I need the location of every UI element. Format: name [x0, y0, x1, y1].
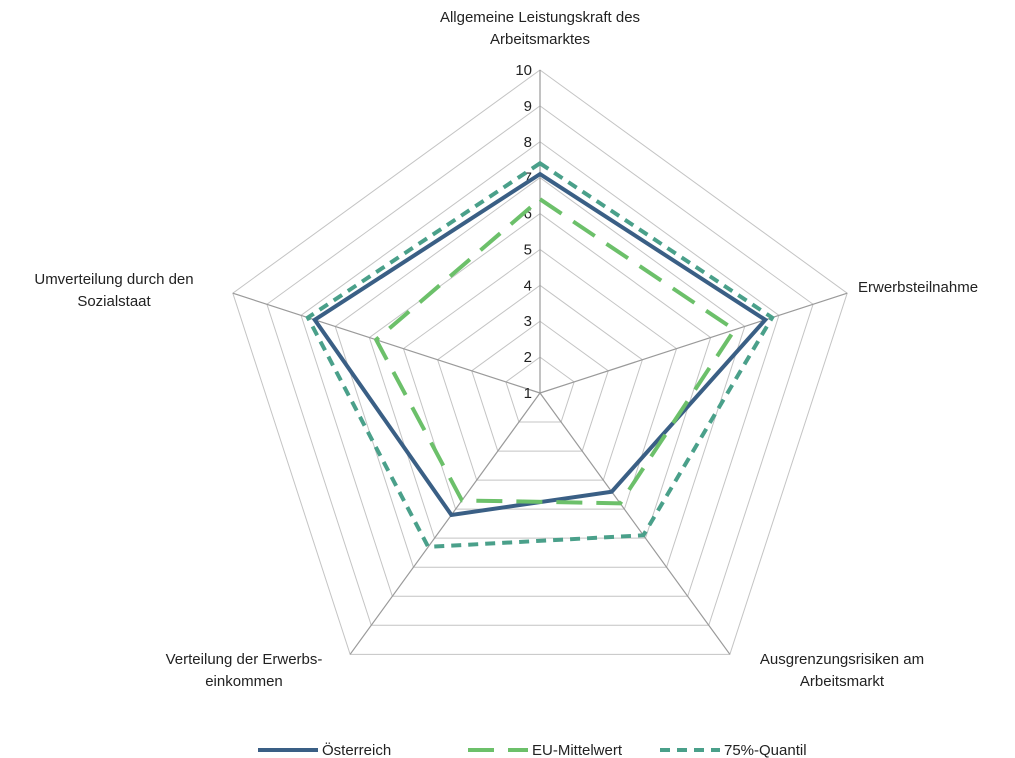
series-line-1	[373, 196, 738, 506]
grid-ring-2	[505, 356, 575, 423]
radar-spokes	[232, 70, 848, 655]
grid-ring-4	[437, 284, 643, 481]
radial-tick-labels: 1 2 3 4 5 6 7 8 9 10	[515, 62, 532, 402]
legend-label: EU-Mittelwert	[532, 742, 623, 758]
axis-label: Sozialstaat	[77, 293, 151, 310]
tick-label: 3	[524, 313, 532, 330]
tick-label: 9	[524, 98, 532, 115]
axis-labels: Allgemeine Leistungskraft des Arbeitsmark…	[34, 9, 978, 690]
grid-ring-3	[471, 320, 609, 452]
grid-ring-7	[334, 177, 746, 568]
legend-label: Österreich	[322, 741, 391, 758]
axis-label: Arbeitsmarktes	[490, 31, 590, 48]
axis-label: Arbeitsmarkt	[800, 673, 885, 690]
tick-label: 5	[524, 241, 532, 258]
axis-label: Verteilung der Erwerbs-	[166, 651, 323, 668]
spoke-1	[539, 292, 848, 394]
tick-label: 4	[524, 277, 532, 294]
axis-label: Allgemeine Leistungskraft des	[440, 9, 640, 26]
axis-label: Ausgrenzungsrisiken am	[760, 651, 924, 668]
grid-ring-9	[266, 105, 814, 626]
axis-label: einkommen	[205, 673, 283, 690]
tick-label: 10	[515, 62, 532, 79]
spoke-2	[539, 392, 731, 655]
legend-label: 75%-Quantil	[724, 742, 807, 758]
axis-label: Erwerbsteilnahme	[858, 279, 978, 296]
grid-ring-8	[300, 141, 780, 597]
grid-ring-5	[402, 248, 678, 510]
tick-label: 2	[524, 349, 532, 366]
grid-ring-10	[232, 69, 848, 655]
axis-label: Umverteilung durch den	[34, 271, 193, 288]
radar-grid	[232, 69, 848, 655]
tick-label: 8	[524, 134, 532, 151]
spoke-3	[349, 392, 541, 655]
tick-label: 7	[524, 170, 532, 187]
tick-label: 1	[524, 385, 532, 402]
series-lines	[305, 160, 775, 549]
tick-label: 6	[524, 206, 532, 223]
legend: Österreich EU-Mittelwert 75%-Quantil	[258, 741, 807, 758]
spoke-4	[232, 292, 541, 394]
grid-ring-6	[368, 212, 712, 539]
